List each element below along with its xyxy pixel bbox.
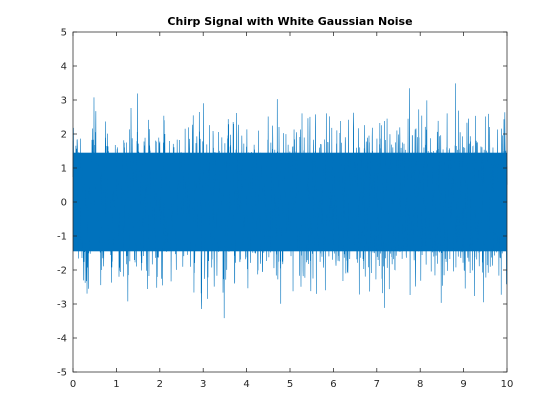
series-layer [72,83,508,319]
x-tick-label: 0 [70,379,76,390]
x-tick-label: 1 [113,379,119,390]
y-tick-label: -5 [57,368,67,379]
y-tick-label: 4 [61,62,67,73]
y-tick-label: 0 [61,198,67,209]
x-tick-label: 6 [330,379,336,390]
x-tick-label: 2 [157,379,163,390]
x-tick-label: 4 [243,379,249,390]
series-line [72,83,508,319]
plot-area: 0 1 2 3 4 5 6 7 8 9 10 -5 -4 -3 -2 -1 0 1 2 3 4 5 [57,28,513,391]
x-tick-label: 3 [200,379,206,390]
y-tick-label: 2 [61,130,67,141]
x-tick-label: 9 [460,379,466,390]
y-tick-label: 1 [61,164,67,175]
y-tick-label: -2 [57,266,67,277]
y-tick-label: -1 [57,232,67,243]
chart-title: Chirp Signal with White Gaussian Noise [167,15,412,28]
x-tick-label: 8 [417,379,423,390]
x-tick-label: 7 [374,379,380,390]
y-tick-label: 3 [61,96,67,107]
x-tick-label: 10 [501,379,514,390]
y-tick-label: -4 [57,334,67,345]
y-tick-label: -3 [57,300,67,311]
tick-layer: 0 1 2 3 4 5 6 7 8 9 10 -5 -4 -3 -2 -1 0 1 2 3 4 5 [57,28,513,391]
x-tick-label: 5 [287,379,293,390]
y-tick-label: 5 [61,28,67,39]
